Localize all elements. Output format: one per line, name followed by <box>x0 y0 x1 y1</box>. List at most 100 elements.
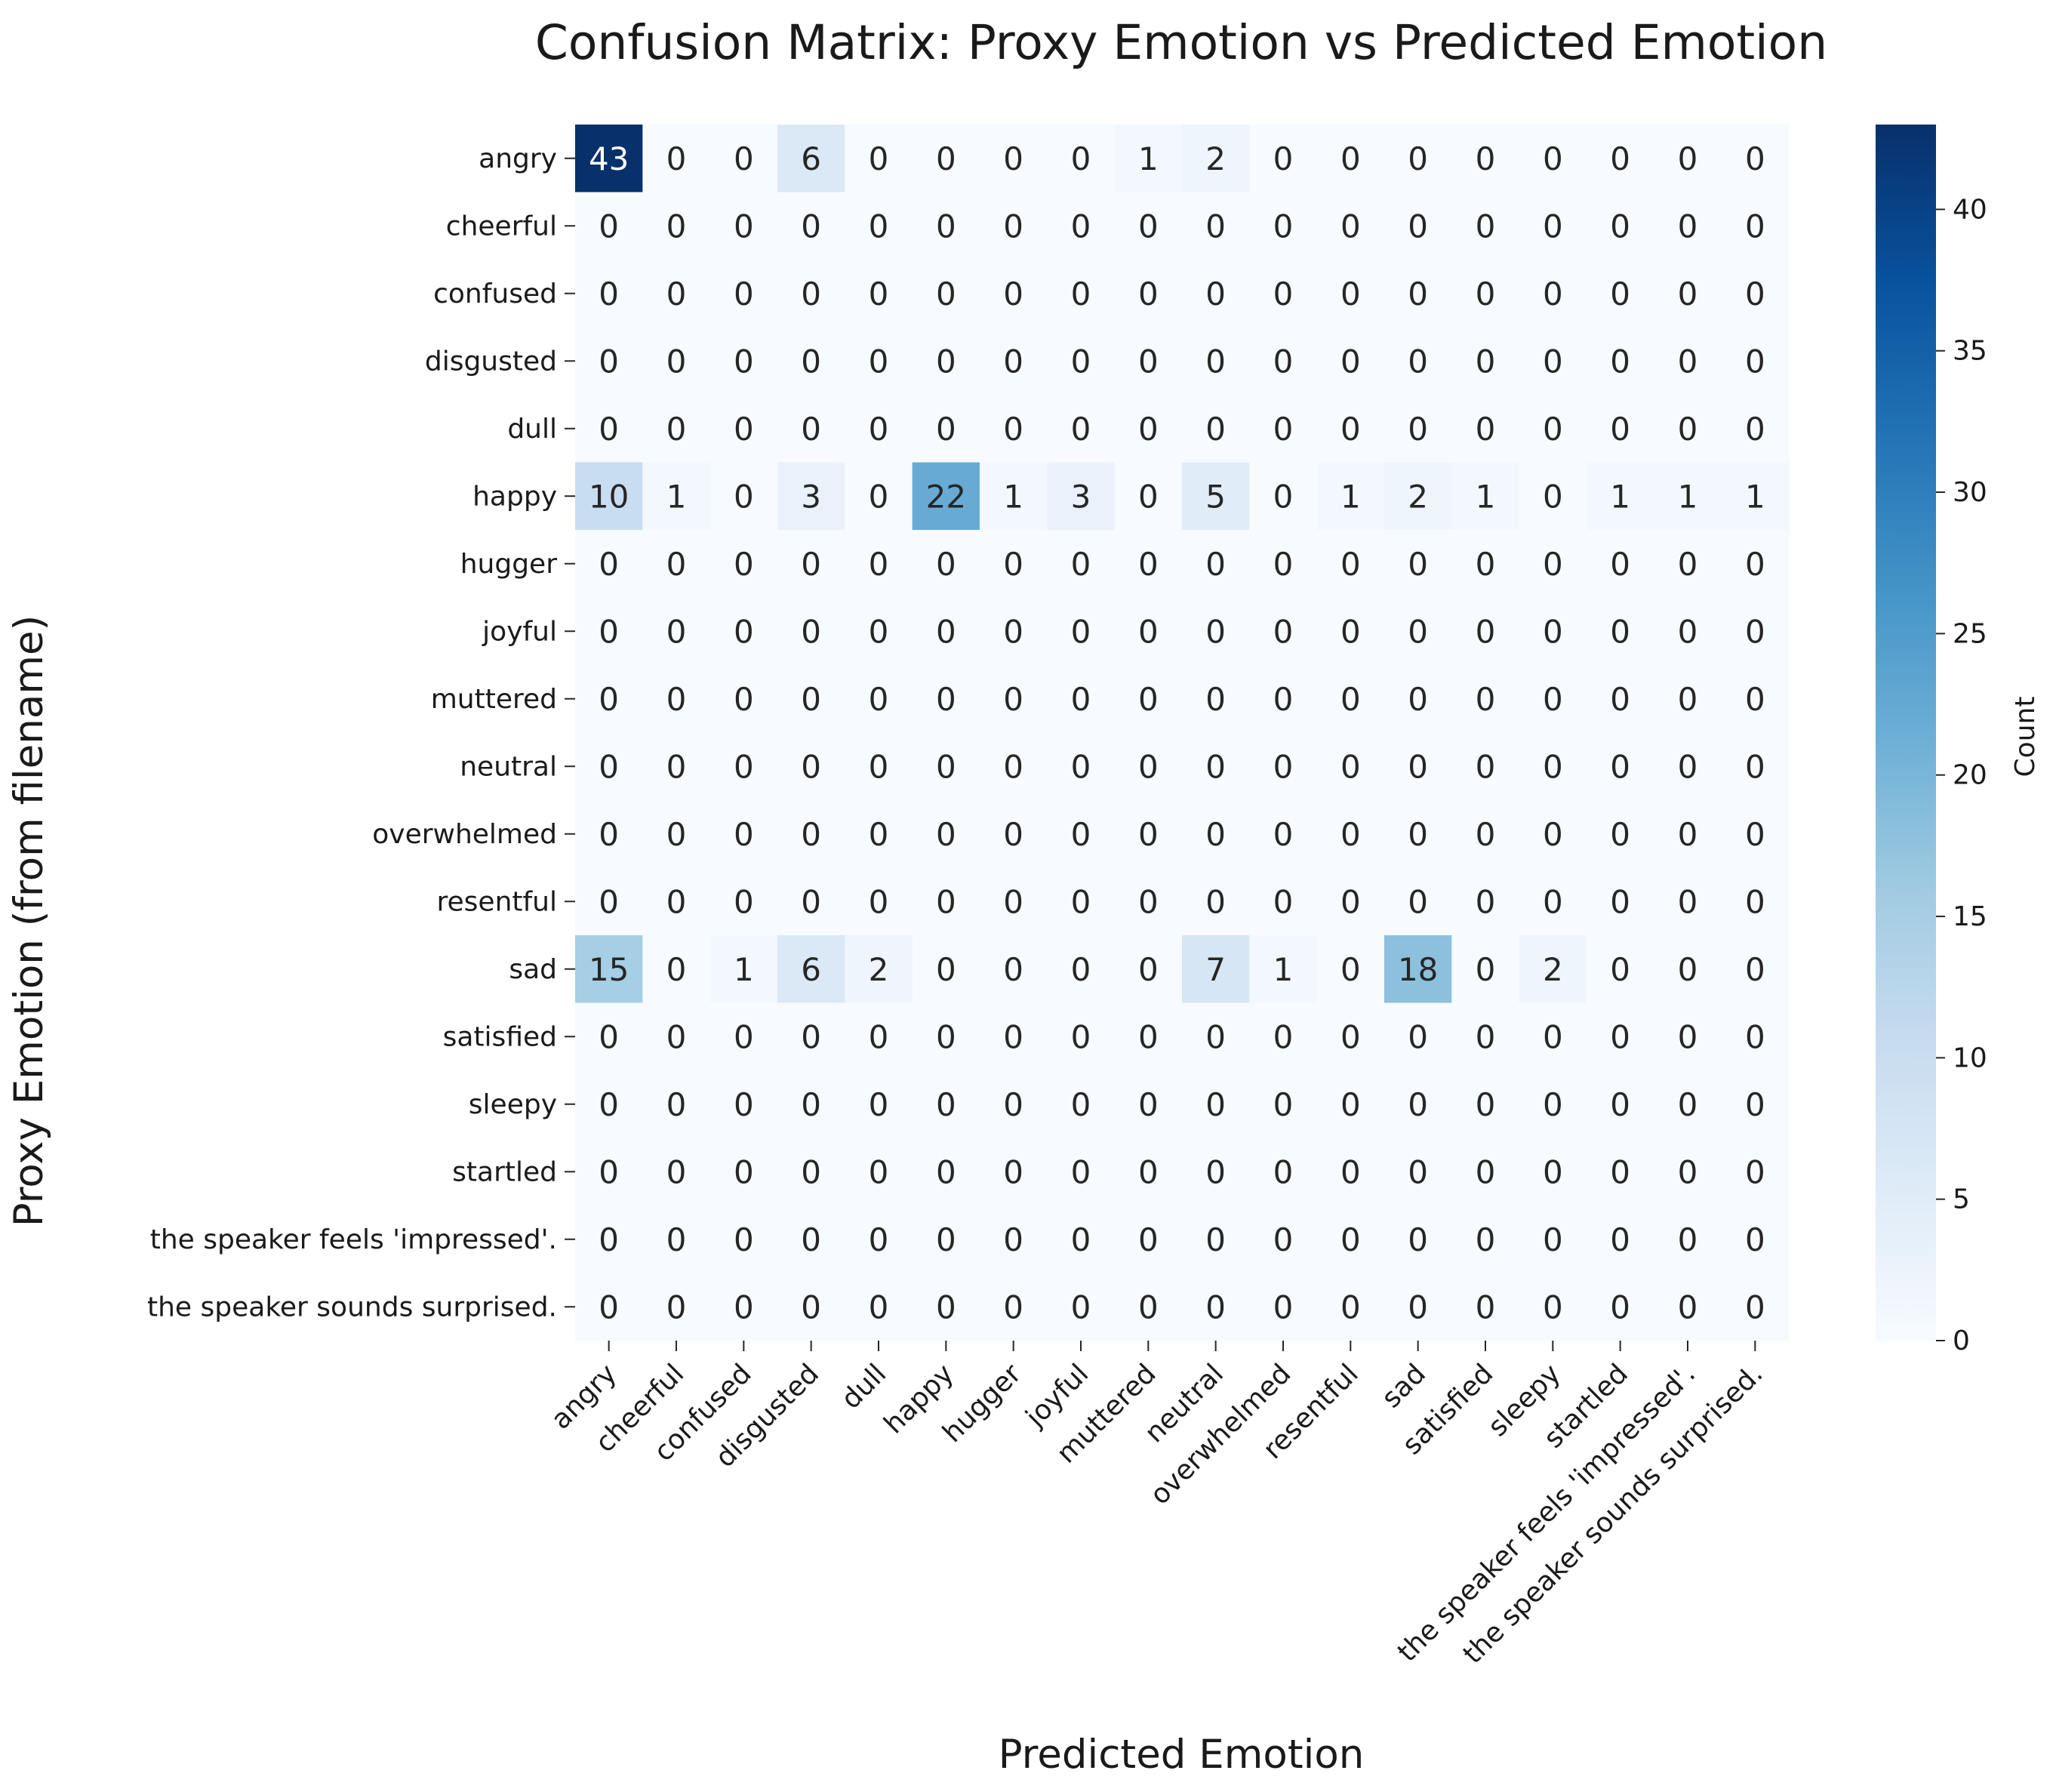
heatmap-cell <box>1182 732 1250 801</box>
heatmap-cell <box>1654 665 1722 734</box>
cell-value: 0 <box>1340 411 1361 448</box>
heatmap-cell <box>1316 1070 1385 1139</box>
cell-value: 3 <box>801 478 821 515</box>
heatmap-cell <box>642 1002 711 1071</box>
y-tick-label: joyful <box>482 616 557 647</box>
cell-value: 0 <box>734 1153 754 1190</box>
cell-value: 0 <box>599 613 619 650</box>
cell-value: 0 <box>1543 411 1563 448</box>
cell-value: 0 <box>1273 1289 1294 1326</box>
heatmap-cell <box>1519 327 1587 396</box>
cell-value: 1 <box>1003 478 1023 515</box>
heatmap-cell <box>1316 1138 1385 1206</box>
cell-value: 0 <box>1273 613 1294 650</box>
y-tick-label: the speaker feels 'impressed'. <box>150 1224 557 1255</box>
cell-value: 0 <box>1071 1086 1091 1123</box>
heatmap-cell <box>1316 867 1385 936</box>
cell-value: 0 <box>734 208 754 245</box>
cell-value: 0 <box>801 613 821 650</box>
cell-value: 0 <box>1678 411 1698 448</box>
cell-value: 0 <box>936 1018 956 1055</box>
heatmap-cell <box>980 935 1048 1004</box>
heatmap-cell <box>980 327 1048 396</box>
cell-value: 0 <box>1678 546 1698 583</box>
cell-value: 0 <box>1476 208 1496 245</box>
heatmap-cell <box>1182 1273 1250 1341</box>
cell-value: 0 <box>1543 478 1563 515</box>
cell-value: 0 <box>1476 681 1496 718</box>
cell-value: 0 <box>1138 951 1159 988</box>
cell-value: 0 <box>1273 883 1294 920</box>
heatmap-cell <box>575 935 643 1004</box>
cell-value: 0 <box>1476 1153 1496 1190</box>
cell-value: 0 <box>869 478 889 515</box>
heatmap-cell <box>642 462 711 531</box>
heatmap-cell <box>912 395 980 463</box>
heatmap-cell <box>1047 125 1116 193</box>
cell-value: 0 <box>1071 1221 1091 1258</box>
cell-value: 0 <box>599 681 619 718</box>
heatmap-cell <box>1316 800 1385 869</box>
heatmap-cell <box>1384 260 1452 328</box>
heatmap-cell <box>1451 1138 1520 1206</box>
heatmap-cell <box>1114 1002 1183 1071</box>
colorbar-tick-label: 25 <box>1953 618 1987 649</box>
heatmap-cell <box>1249 192 1318 260</box>
cell-value: 0 <box>734 411 754 448</box>
y-tick-label: satisfied <box>443 1021 557 1052</box>
cell-value: 0 <box>936 208 956 245</box>
heatmap-cell <box>845 260 913 328</box>
heatmap-cell <box>709 1205 778 1274</box>
heatmap-cell <box>912 1070 980 1139</box>
heatmap-cell <box>1519 1205 1587 1274</box>
cell-value: 0 <box>936 681 956 718</box>
cell-value: 0 <box>1340 883 1361 920</box>
cell-value: 0 <box>666 613 687 650</box>
heatmap-cell <box>709 935 778 1004</box>
heatmap-cell <box>777 1273 845 1341</box>
cell-value: 0 <box>1071 1289 1091 1326</box>
heatmap-cell <box>1451 1205 1520 1274</box>
heatmap-cell <box>1451 1002 1520 1071</box>
cell-value: 0 <box>1138 1086 1159 1123</box>
y-tick-label: sad <box>509 954 557 985</box>
cell-value: 2 <box>869 951 889 988</box>
heatmap-cell <box>777 1002 845 1071</box>
cell-value: 0 <box>1138 1153 1159 1190</box>
heatmap-cell <box>1721 125 1790 193</box>
heatmap-cell <box>1047 665 1116 734</box>
cell-value: 0 <box>1543 883 1563 920</box>
heatmap-cell <box>1451 192 1520 260</box>
cell-value: 0 <box>1138 1221 1159 1258</box>
heatmap-cell <box>777 125 845 193</box>
cell-value: 0 <box>936 1153 956 1190</box>
heatmap-cell <box>709 530 778 599</box>
cell-value: 0 <box>1543 1221 1563 1258</box>
heatmap-cell <box>1249 125 1318 193</box>
heatmap-cell <box>845 800 913 869</box>
heatmap-cell <box>1316 1273 1385 1341</box>
cell-value: 0 <box>1273 546 1294 583</box>
cell-value: 0 <box>1071 276 1091 313</box>
heatmap-cell <box>1519 260 1587 328</box>
heatmap-cell <box>1249 665 1318 734</box>
cell-value: 0 <box>666 546 687 583</box>
cell-value: 0 <box>1273 816 1294 853</box>
y-axis: angry cheerful confused disgusted dull happy h… <box>147 143 575 1322</box>
cell-value: 0 <box>1071 1018 1091 1055</box>
heatmap-cell <box>845 125 913 193</box>
heatmap-cell <box>912 260 980 328</box>
cell-value: 0 <box>734 681 754 718</box>
heatmap-cell <box>777 597 845 666</box>
heatmap-cell <box>1316 732 1385 801</box>
cell-value: 0 <box>1678 613 1698 650</box>
cell-value: 0 <box>1408 140 1428 177</box>
heatmap-cell <box>1519 800 1587 869</box>
heatmap-cell <box>1249 260 1318 328</box>
cell-value: 0 <box>1071 883 1091 920</box>
heatmap-cell <box>1519 1002 1587 1071</box>
y-tick-label: happy <box>472 481 557 512</box>
cell-value: 0 <box>1138 1018 1159 1055</box>
cell-value: 0 <box>1476 1018 1496 1055</box>
cell-value: 0 <box>1003 1221 1023 1258</box>
